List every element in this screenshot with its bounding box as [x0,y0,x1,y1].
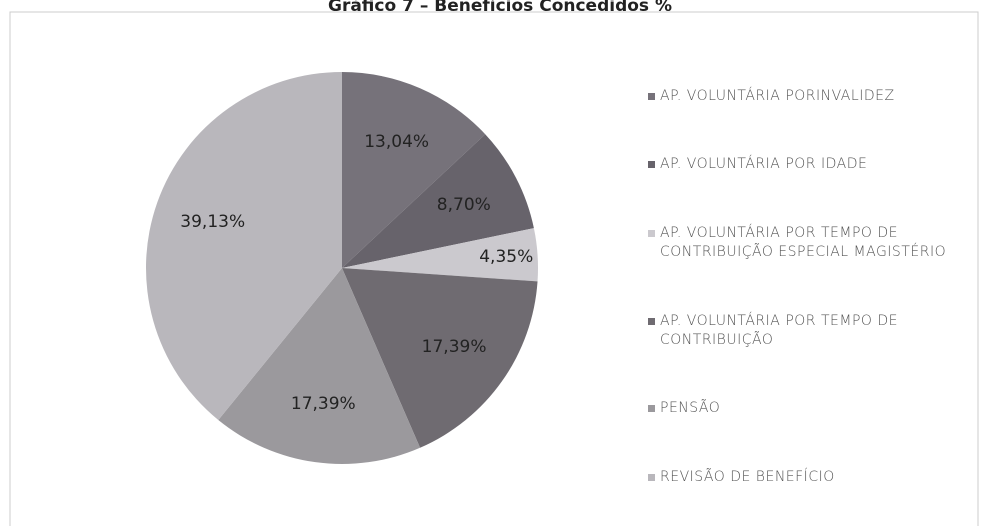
chart-border [9,11,979,526]
legend-item: AP. VOLUNTÁRIA POR IDADE [648,155,968,174]
data-label: 4,35% [479,247,533,267]
legend-label: AP. VOLUNTÁRIA POR TEMPO DE CONTRIBUIÇÃO… [660,225,947,261]
pie-slice [342,72,486,268]
legend-item: REVISÃO DE BENEFÍCIO [648,468,968,487]
legend-item: AP. VOLUNTÁRIA PORINVALIDEZ [648,87,968,106]
legend-swatch [648,317,655,325]
legend-item: AP. VOLUNTÁRIA POR TEMPO DE CONTRIBUIÇÃO [648,312,968,350]
data-label: 17,39% [422,337,487,357]
data-label: 39,13% [180,212,245,232]
legend-swatch [648,405,655,413]
legend-label: PENSÃO [660,400,721,417]
legend-item: PENSÃO [648,399,968,418]
legend-label: AP. VOLUNTÁRIA POR IDADE [660,156,868,173]
legend-swatch [648,161,655,169]
legend-label: AP. VOLUNTÁRIA POR TEMPO DE CONTRIBUIÇÃO [660,312,898,348]
legend: AP. VOLUNTÁRIA PORINVALIDEZ AP. VOLUNTÁRI… [648,62,968,512]
pie-slice [342,268,538,448]
pie-slice [342,134,534,268]
pie-slice [218,268,421,464]
legend-swatch [648,92,655,100]
legend-swatch [648,230,655,238]
legend-swatch [648,474,655,482]
legend-label: AP. VOLUNTÁRIA PORINVALIDEZ [660,87,895,104]
pie-slice [146,72,342,421]
legend-item: AP. VOLUNTÁRIA POR TEMPO DE CONTRIBUIÇÃO… [648,224,968,262]
chart-title: Gráfico 7 – Benefícios Concedidos % [328,0,672,16]
data-label: 17,39% [291,394,356,414]
data-label: 13,04% [364,132,429,152]
pie-slice [342,228,538,282]
data-label: 8,70% [437,195,491,215]
legend-label: REVISÃO DE BENEFÍCIO [660,469,835,486]
